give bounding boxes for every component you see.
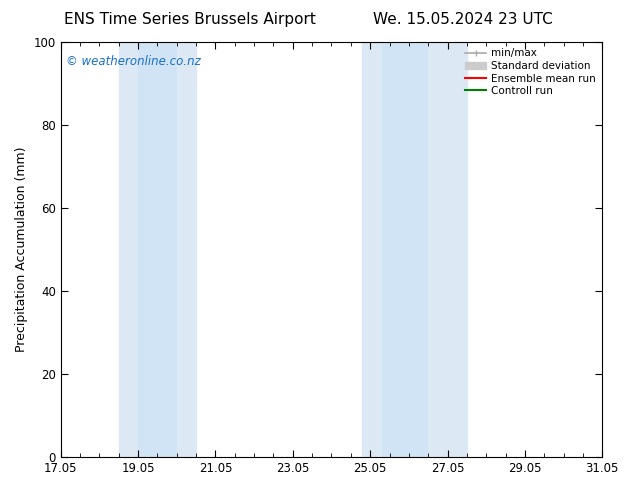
Text: © weatheronline.co.nz: © weatheronline.co.nz [66,54,201,68]
Text: We. 15.05.2024 23 UTC: We. 15.05.2024 23 UTC [373,12,553,27]
Bar [382,42,428,457]
Bar [119,42,138,457]
Bar [138,42,177,457]
Legend: min/max, Standard deviation, Ensemble mean run, Controll run: min/max, Standard deviation, Ensemble me… [461,44,600,100]
Y-axis label: Precipitation Accumulation (mm): Precipitation Accumulation (mm) [15,147,28,352]
Bar [177,42,196,457]
Text: ENS Time Series Brussels Airport: ENS Time Series Brussels Airport [64,12,316,27]
Bar [428,42,467,457]
Bar [363,42,382,457]
